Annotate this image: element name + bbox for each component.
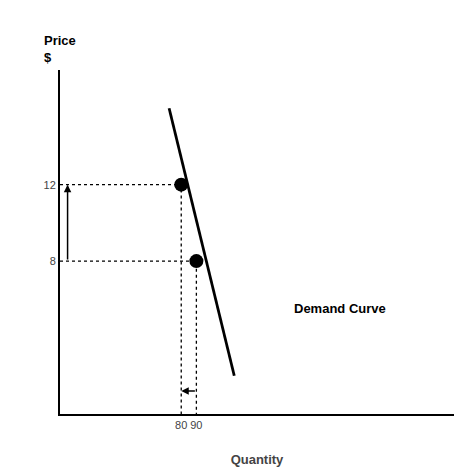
svg-text:Price$: Price$ [44,33,76,65]
svg-text:12: 12 [44,179,56,191]
svg-text:8: 8 [50,255,56,267]
svg-text:80: 80 [175,419,187,431]
svg-text:90: 90 [190,419,202,431]
svg-text:Demand Curve: Demand Curve [294,301,386,316]
svg-text:Quantity: Quantity [231,452,284,467]
